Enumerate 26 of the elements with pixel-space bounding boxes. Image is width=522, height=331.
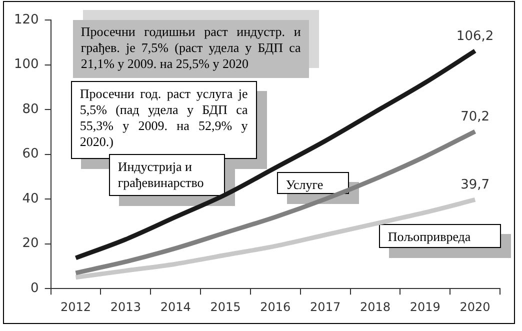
y-tick-label: 80: [22, 102, 39, 117]
frame: 2012 2013 2014 2015 2016 2017 2018 2019 2020 0 20 40 60 80 100 120 106,2 70,2 39,7 Просечни годишњи раст индустр. и грађев. је 7,5% (раст удела у БДП са 21,1% у 2009. на 25,5% у 2020 Просечни год. раст услуга је 5,5% (пад удела у БДП са 55,3% у 2009. на 52,9% у 2020.) Индустрија и грађевинарство Услуге Пољопривреда: [3, 1, 515, 324]
x-tick-label: 2020: [460, 300, 490, 314]
y-tick-label: 100: [14, 57, 39, 72]
x-tick-label: 2017: [310, 300, 341, 314]
line-series: [74, 197, 478, 280]
x-tick-label: 2012: [60, 300, 92, 314]
annotation: Просечни годишњи раст индустр. и грађев. је 7,5% (раст удела у БДП са 21,1% у 2009. на 25,5% у 2020: [72, 20, 309, 78]
data-label: 70,2: [460, 109, 490, 124]
y-tick-label: 20: [22, 236, 39, 252]
y-tick-label: 120: [14, 12, 39, 28]
y-tick-label: 60: [22, 146, 39, 162]
y-tick-label: 40: [22, 191, 39, 206]
x-tick-label: 2013: [110, 300, 141, 314]
x-tick-label: 2015: [210, 300, 241, 314]
data-label: 106,2: [456, 28, 494, 44]
series-label: Пољопривреда: [378, 224, 501, 248]
x-tick-label: 2016: [260, 300, 291, 314]
y-tick-label: 0: [30, 280, 39, 296]
x-tick-label: 2018: [360, 300, 390, 314]
x-tick-label: 2014: [160, 300, 191, 314]
data-label: 39,7: [460, 178, 490, 193]
series-label: Услуге: [276, 172, 349, 194]
x-tick-label: 2019: [410, 300, 440, 314]
series-label: Индустрија и грађевинарство: [108, 154, 225, 196]
annotation: Просечни год. раст услуга је 5,5% (пад удела у БДП са 55,3% у 2009. на 52,9% у 2020.): [70, 81, 257, 159]
